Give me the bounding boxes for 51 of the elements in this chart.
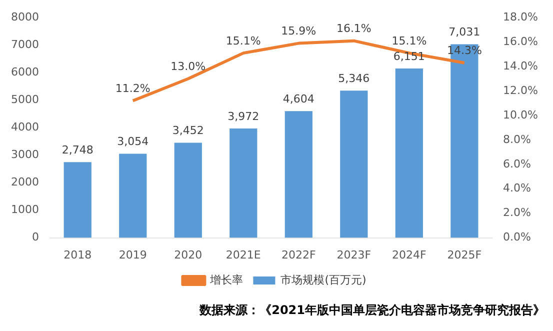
- x-tick-label: 2024F: [392, 248, 426, 262]
- data-label: 15.9%: [281, 24, 316, 38]
- bar: [340, 90, 368, 238]
- y2-tick-label: 16.0%: [503, 34, 538, 48]
- y2-tick-label: 12.0%: [503, 84, 538, 97]
- bar: [230, 128, 258, 238]
- bar: [284, 111, 312, 238]
- x-tick-label: 2020: [174, 248, 202, 262]
- data-label: 5,346: [338, 72, 370, 86]
- x-tick-label: 2021E: [226, 248, 261, 262]
- data-label: 4,604: [282, 92, 314, 106]
- data-label: 6,151: [393, 50, 425, 63]
- x-tick-label: 2022F: [281, 248, 316, 262]
- y-tick-label: 4000: [10, 120, 39, 134]
- y2-tick-label: 6.0%: [503, 157, 532, 170]
- data-label: 13.0%: [170, 60, 206, 74]
- x-tick-label: 2019: [118, 248, 147, 262]
- y-tick-label: 6000: [10, 66, 39, 79]
- y2-tick-label: 18.0%: [503, 10, 538, 24]
- y2-tick-label: 0.0%: [503, 230, 532, 244]
- y2-tick-label: 14.0%: [503, 59, 538, 72]
- x-tick-label: 2023F: [336, 248, 372, 262]
- y2-tick-label: 4.0%: [503, 182, 532, 195]
- data-label: 3,972: [228, 110, 260, 123]
- data-label: 15.1%: [226, 34, 261, 48]
- y2-tick-label: 2.0%: [503, 206, 532, 220]
- y-tick-label: 7000: [10, 38, 39, 51]
- bar: [174, 142, 202, 238]
- data-label: 3,452: [172, 124, 204, 138]
- y-tick-label: 8000: [10, 10, 39, 24]
- data-label: 15.1%: [392, 34, 427, 48]
- source-note: 数据来源：《2021年版中国单层瓷介电容器市场竞争研究报告》: [198, 302, 545, 319]
- bar: [119, 154, 147, 238]
- x-tick-label: 2018: [64, 248, 92, 262]
- data-label: 7,031: [448, 26, 480, 39]
- y-tick-label: 5000: [10, 93, 39, 106]
- y-tick-label: 2000: [10, 176, 39, 189]
- data-label: 16.1%: [336, 22, 372, 36]
- legend-label: 增长率: [209, 273, 244, 286]
- bar: [64, 162, 92, 238]
- y-tick-label: 0: [32, 230, 39, 244]
- legend-label: 市场规模(百万元): [280, 273, 366, 286]
- bar: [395, 68, 423, 238]
- y-tick-label: 1000: [10, 203, 39, 216]
- y2-tick-label: 10.0%: [503, 108, 538, 122]
- y2-tick-label: 8.0%: [503, 132, 532, 146]
- data-label: 11.2%: [115, 82, 150, 96]
- data-label: 3,054: [117, 135, 149, 148]
- y-tick-label: 3000: [10, 148, 39, 162]
- data-label: 2,748: [62, 144, 94, 157]
- x-tick-label: 2025F: [447, 248, 482, 262]
